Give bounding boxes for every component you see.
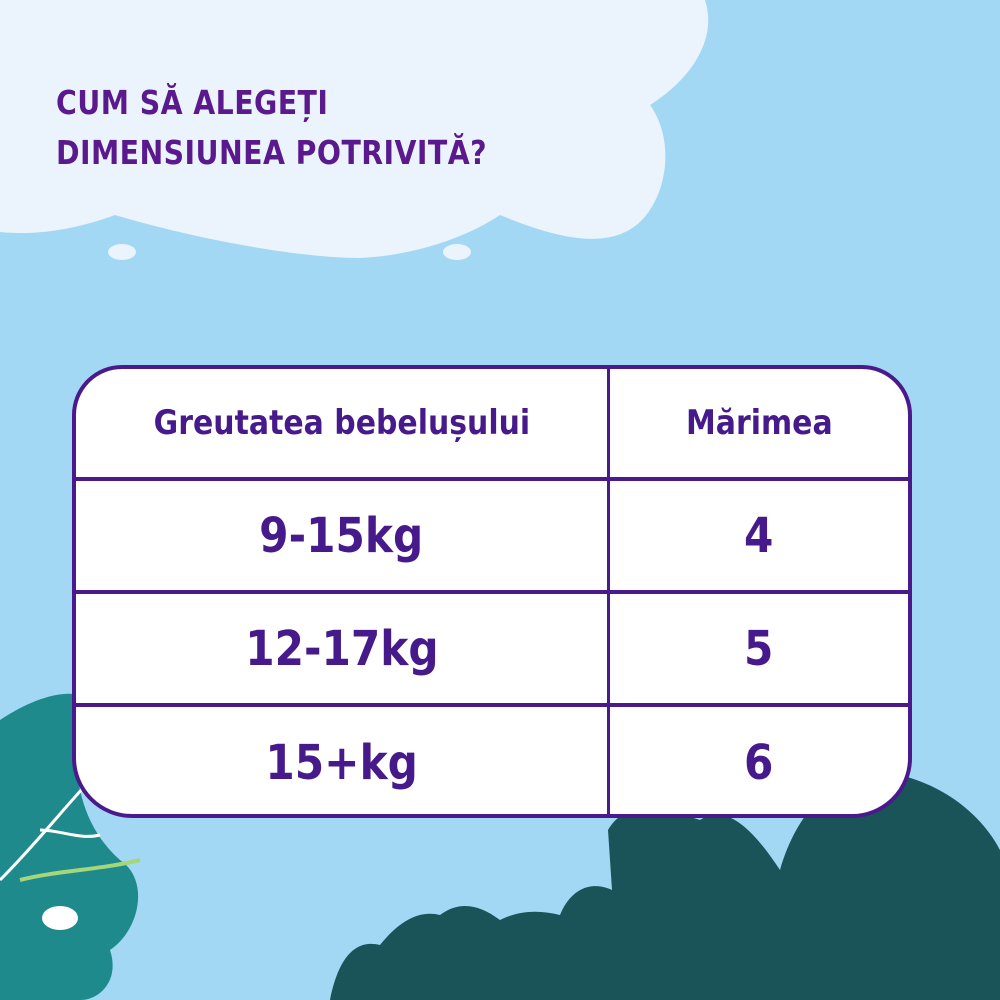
- cloud-dot: [108, 244, 136, 260]
- header-size: Mărimea: [685, 403, 833, 443]
- header-weight: Greutatea bebelușului: [76, 369, 610, 477]
- leaf-shape: [0, 693, 139, 1000]
- table-row: 12-17kg 5: [76, 594, 908, 707]
- cell-weight: 15+kg: [76, 707, 610, 814]
- page-title: CUM SĂ ALEGEȚI DIMENSIUNEA POTRIVITĂ?: [56, 78, 487, 178]
- cell-weight: 12-17kg: [76, 594, 610, 703]
- table-row: 15+kg 6: [76, 707, 908, 814]
- size-table: Greutatea bebelușului Mărimea 9-15kg 4 1…: [72, 365, 912, 818]
- title-line-2: DIMENSIUNEA POTRIVITĂ?: [56, 133, 487, 172]
- cloud-shape: [0, 0, 709, 258]
- cell-size: 5: [744, 620, 774, 677]
- table-row: 9-15kg 4: [76, 481, 908, 594]
- title-line-1: CUM SĂ ALEGEȚI: [56, 83, 329, 122]
- cloud-dot: [443, 244, 471, 260]
- cell-size: 4: [744, 507, 774, 564]
- cell-size: 6: [744, 734, 774, 791]
- bush-shape: [330, 771, 1000, 1000]
- table-header-row: Greutatea bebelușului Mărimea: [76, 369, 908, 481]
- cell-weight: 9-15kg: [76, 481, 610, 590]
